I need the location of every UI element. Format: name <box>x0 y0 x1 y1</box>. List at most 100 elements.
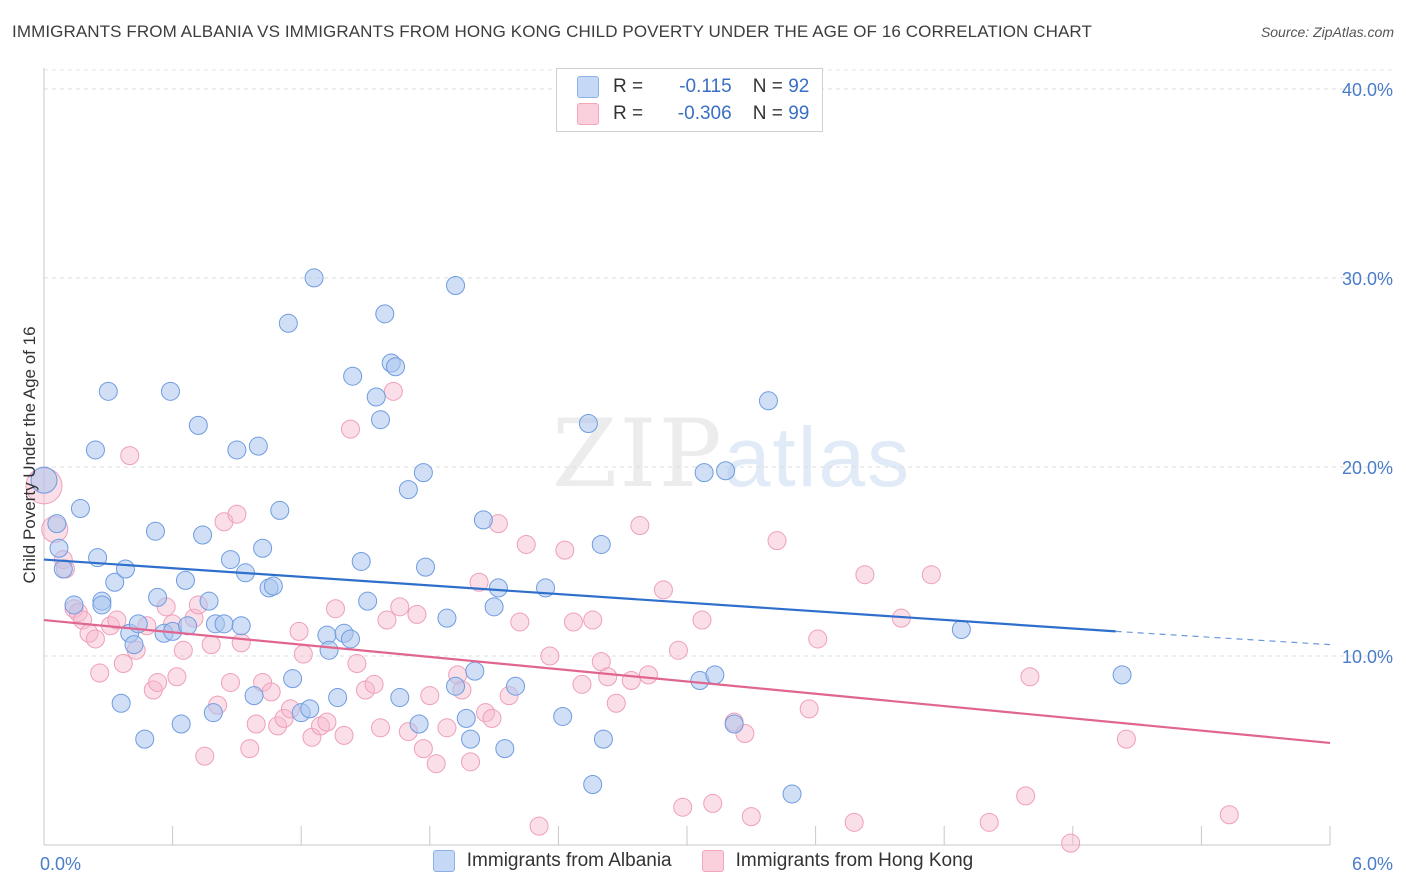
albania-point <box>263 576 283 596</box>
albania-point <box>160 381 180 401</box>
albania-point <box>386 357 406 377</box>
hongkong-point <box>555 540 575 560</box>
albania-point <box>446 676 466 696</box>
hongkong-point <box>113 654 133 674</box>
hongkong-point <box>653 580 673 600</box>
albania-point <box>111 693 131 713</box>
hongkong-point <box>767 531 787 551</box>
albania-point <box>175 570 195 590</box>
albania-point <box>495 739 515 759</box>
albania-point <box>351 551 371 571</box>
hongkong-point <box>703 793 723 813</box>
y-tick-label: 10.0% <box>1342 647 1393 667</box>
albania-point <box>145 521 165 541</box>
albania-point <box>340 629 360 649</box>
albania-point <box>319 640 339 660</box>
hongkong-point <box>1219 805 1239 825</box>
hongkong-point <box>572 674 592 694</box>
hongkong-point <box>668 640 688 660</box>
albania-point <box>135 729 155 749</box>
albania-point <box>49 538 69 558</box>
hongkong-point <box>673 797 693 817</box>
hongkong-point <box>173 640 193 660</box>
hongkong-point <box>246 714 266 734</box>
hongkong-swatch <box>701 850 724 872</box>
hongkong-point <box>268 716 288 736</box>
albania-point <box>583 775 603 795</box>
hongkong-point <box>325 599 345 619</box>
albania-point <box>398 480 418 500</box>
albania-point <box>98 381 118 401</box>
albania-point <box>304 268 324 288</box>
hongkong-point <box>340 419 360 439</box>
hongkong-point <box>563 612 583 632</box>
hongkong-point <box>227 504 247 524</box>
hongkong-point <box>529 816 549 836</box>
albania-swatch <box>432 850 455 872</box>
albania-point <box>248 436 268 456</box>
legend-item-albania: Immigrants from Albania <box>432 850 672 872</box>
hongkong-point <box>231 633 251 653</box>
hongkong-point <box>808 629 828 649</box>
albania-point <box>758 391 778 411</box>
albania-point <box>30 466 58 494</box>
hongkong-point <box>195 746 215 766</box>
hongkong-point <box>741 807 761 827</box>
hongkong-swatch <box>577 103 599 125</box>
albania-point <box>461 729 481 749</box>
hongkong-point <box>437 718 457 738</box>
legend-label-hongkong: Immigrants from Hong Kong <box>735 850 974 871</box>
source-credit: Source: ZipAtlas.com <box>1260 24 1394 40</box>
albania-point <box>53 559 73 579</box>
albania-point <box>591 534 611 554</box>
hongkong-point <box>469 572 489 592</box>
albania-point <box>506 676 526 696</box>
albania-point <box>724 714 744 734</box>
hongkong-point <box>1061 833 1081 853</box>
albania-point <box>244 686 264 706</box>
legend-n-value: 99 <box>788 103 810 124</box>
hongkong-point <box>1116 729 1136 749</box>
hongkong-point <box>799 699 819 719</box>
albania-point <box>283 669 303 689</box>
albania-point <box>446 275 466 295</box>
hongkong-point <box>606 693 626 713</box>
albania-point <box>358 591 378 611</box>
albania-point <box>343 366 363 386</box>
chart-title: IMMIGRANTS FROM ALBANIA VS IMMIGRANTS FR… <box>12 22 1092 41</box>
albania-point <box>488 578 508 598</box>
albania-point <box>253 538 273 558</box>
trend-lines <box>43 558 1331 745</box>
series-legend: Immigrants from Albania Immigrants from … <box>0 850 1406 872</box>
albania-point <box>92 595 112 615</box>
hongkong-point <box>461 752 481 772</box>
albania-point <box>951 620 971 640</box>
hongkong-point <box>334 725 354 745</box>
hongkong-point <box>482 708 502 728</box>
hongkong-point <box>289 621 309 641</box>
hongkong-point <box>583 610 603 630</box>
legend-label-albania: Immigrants from Albania <box>466 850 672 871</box>
albania-point <box>390 688 410 708</box>
albania-point <box>413 463 433 483</box>
albania-point <box>473 510 493 530</box>
hongkong-point <box>85 629 105 649</box>
albania-point <box>188 415 208 435</box>
legend-item-hongkong: Immigrants from Hong Kong <box>701 850 974 872</box>
hongkong-point <box>371 718 391 738</box>
hongkong-point <box>317 712 337 732</box>
hongkong-point <box>638 665 658 685</box>
hongkong-point <box>855 565 875 585</box>
hongkong-point <box>107 610 127 630</box>
hongkong-point <box>630 516 650 536</box>
hongkong-point <box>383 381 403 401</box>
y-tick-label: 30.0% <box>1342 269 1393 289</box>
hongkong-point <box>598 667 618 687</box>
albania-point <box>203 703 223 723</box>
hongkong-point <box>1020 667 1040 687</box>
albania-point <box>178 616 198 636</box>
hongkong-point <box>364 674 384 694</box>
legend-row-hongkong: R = -0.306 N = 99 <box>577 101 809 127</box>
albania-point <box>456 708 476 728</box>
